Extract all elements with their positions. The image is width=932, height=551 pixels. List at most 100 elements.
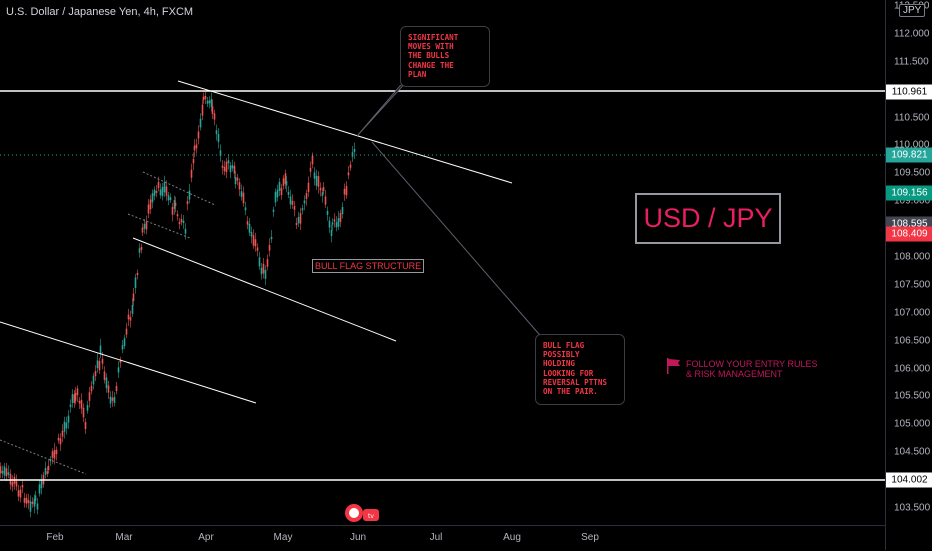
candle-body (227, 160, 230, 164)
candle-body (65, 422, 68, 429)
candle-body (287, 191, 290, 195)
candle-body (155, 190, 158, 193)
candle-body (317, 176, 320, 187)
price-chart[interactable] (0, 0, 885, 525)
time-tick-label: Apr (198, 532, 214, 543)
candle-body (157, 181, 160, 189)
currency-badge[interactable]: JPY (899, 4, 926, 17)
candle-body (123, 338, 126, 347)
candle-body (129, 317, 132, 321)
candle-body (236, 177, 239, 181)
candle-body (96, 360, 99, 369)
price-tick-label: 107.500 (894, 279, 931, 291)
price-tag: 104.002 (886, 472, 932, 488)
annotation-note-top[interactable]: SIGNIFICANT MOVES WITH THE BULLS CHANGE … (400, 26, 490, 87)
price-tick-label: 111.500 (894, 56, 929, 68)
candle-body (36, 503, 39, 510)
candle-body (163, 182, 166, 193)
candle-body (38, 484, 41, 494)
candle-body (248, 223, 251, 233)
candle-body (53, 449, 56, 459)
chart-area[interactable]: U.S. Dollar / Japanese Yen, 4h, FXCM SIG… (0, 0, 885, 525)
candle-body (199, 118, 202, 128)
candle-body (107, 385, 110, 393)
candle-body (23, 497, 26, 503)
candle-body (184, 228, 187, 234)
candle-body (147, 204, 150, 214)
price-tag: 109.156 (886, 185, 932, 201)
candle-body (252, 235, 255, 246)
candle-body (201, 104, 204, 116)
candle-body (258, 257, 261, 267)
candle-body (88, 392, 91, 401)
candle-body (69, 404, 72, 408)
candle-body (186, 201, 189, 205)
candle-body (309, 167, 312, 172)
candle-body (101, 358, 104, 364)
candle-body (256, 247, 259, 251)
annotation-note-bottom[interactable]: BULL FLAG POSSIBLY HOLDING LOOKING FOR R… (535, 334, 625, 405)
tradingview-logo-icon[interactable]: tv (343, 500, 381, 524)
candle-body (197, 131, 200, 139)
time-tick-label: Sep (581, 532, 599, 543)
candle-body (335, 222, 338, 228)
candle-body (315, 175, 318, 186)
candle-body (17, 490, 20, 497)
candle-body (131, 305, 134, 314)
candle-body (169, 197, 172, 201)
price-tag: 109.821 (886, 147, 932, 163)
candle-body (165, 186, 168, 196)
candle-body (145, 221, 148, 230)
candle-body (244, 207, 247, 211)
candle-body (321, 192, 324, 197)
candle-body (328, 220, 331, 228)
candle-body (299, 213, 302, 224)
candle-body (343, 188, 346, 195)
candle-body (111, 397, 114, 401)
note-pointer (356, 79, 409, 137)
time-axis[interactable]: Feb Mar Apr May Jun Jul Aug Sep (0, 525, 885, 551)
candle-body (305, 193, 308, 199)
candle-body (333, 219, 336, 222)
candle-body (349, 164, 352, 168)
candle-body (297, 216, 300, 224)
candle-body (132, 293, 135, 302)
candle-body (7, 472, 10, 475)
risk-management-note[interactable]: FOLLOW YOUR ENTRY RULES & RISK MANAGEMEN… (686, 359, 818, 379)
candle-body (254, 239, 257, 247)
pair-title-box[interactable]: USD / JPY (635, 193, 781, 244)
candle-body (103, 371, 106, 380)
candle-body (188, 190, 191, 200)
candle-body (322, 186, 325, 191)
candle-body (319, 187, 322, 191)
candle-body (233, 165, 236, 174)
candle-body (44, 467, 47, 475)
candle-body (270, 236, 273, 240)
candle-body (280, 188, 283, 196)
time-tick-label: Jul (429, 532, 443, 543)
candle-body (46, 471, 49, 474)
candle-body (264, 269, 267, 279)
candle-body (105, 377, 108, 389)
bull-flag-structure-label[interactable]: BULL FLAG STRUCTURE (312, 259, 425, 273)
candle-body (127, 314, 130, 320)
candle-body (324, 196, 327, 205)
flag-icon (667, 358, 680, 374)
candle-body (345, 186, 348, 196)
candle-body (211, 106, 214, 114)
price-tick-label: 107.000 (894, 307, 931, 319)
candle-body (192, 159, 195, 164)
candle-body (353, 149, 356, 152)
candle-body (134, 277, 137, 289)
price-axis[interactable]: 112.500112.000111.500110.500110.000109.5… (885, 0, 932, 550)
candle-body (307, 182, 310, 193)
candle-body (276, 189, 279, 198)
flag-lower-trendline (132, 237, 397, 342)
price-tick-label: 106.500 (894, 335, 931, 347)
price-tag: 108.409 (886, 226, 932, 242)
candle-body (27, 499, 30, 503)
candle-body (119, 360, 122, 363)
candle-body (136, 272, 139, 276)
candle-body (289, 196, 292, 205)
candle-body (57, 437, 60, 441)
